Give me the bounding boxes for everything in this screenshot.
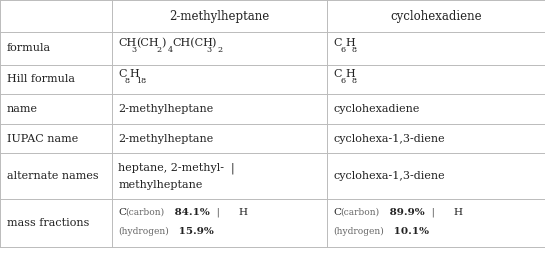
Text: 2: 2	[156, 46, 161, 54]
Text: 18: 18	[136, 77, 147, 85]
Text: ): )	[211, 38, 215, 48]
Text: 15.9%: 15.9%	[175, 227, 214, 236]
Text: (CH: (CH	[136, 38, 159, 48]
Text: H: H	[238, 208, 247, 216]
Text: CH: CH	[118, 38, 136, 48]
Text: 10.1%: 10.1%	[390, 227, 429, 236]
Text: formula: formula	[7, 44, 51, 53]
Text: name: name	[7, 104, 38, 114]
Text: (carbon): (carbon)	[341, 208, 379, 216]
Text: ): )	[161, 38, 166, 48]
Text: cyclohexa-1,3-diene: cyclohexa-1,3-diene	[334, 134, 445, 144]
Text: C: C	[118, 208, 126, 216]
Text: C: C	[334, 38, 342, 48]
Text: H: H	[130, 69, 140, 79]
Text: |: |	[425, 207, 442, 217]
Text: (carbon): (carbon)	[125, 208, 164, 216]
Text: 8: 8	[125, 77, 130, 85]
Text: H: H	[345, 69, 355, 79]
Text: 3: 3	[131, 46, 137, 54]
Text: cyclohexadiene: cyclohexadiene	[334, 104, 420, 114]
Text: 8: 8	[352, 46, 357, 54]
Text: C: C	[118, 69, 127, 79]
Text: CH(CH: CH(CH	[173, 38, 214, 48]
Text: mass fractions: mass fractions	[7, 218, 89, 228]
Text: H: H	[453, 208, 462, 216]
Text: H: H	[345, 38, 355, 48]
Text: cyclohexadiene: cyclohexadiene	[390, 10, 482, 23]
Text: IUPAC name: IUPAC name	[7, 134, 78, 144]
Text: 2-methylheptane: 2-methylheptane	[169, 10, 269, 23]
Text: 8: 8	[352, 77, 357, 85]
Text: 2-methylheptane: 2-methylheptane	[118, 104, 214, 114]
Text: heptane, 2-methyl-  |: heptane, 2-methyl- |	[118, 162, 235, 174]
Text: alternate names: alternate names	[7, 171, 98, 181]
Text: C: C	[334, 208, 342, 216]
Text: (hydrogen): (hydrogen)	[334, 227, 384, 236]
Text: cyclohexa-1,3-diene: cyclohexa-1,3-diene	[334, 171, 445, 181]
Text: |: |	[210, 207, 227, 217]
Text: methylheptane: methylheptane	[118, 180, 203, 190]
Text: Hill formula: Hill formula	[7, 75, 75, 84]
Text: 3: 3	[206, 46, 211, 54]
Text: 89.9%: 89.9%	[386, 208, 425, 216]
Text: 2-methylheptane: 2-methylheptane	[118, 134, 214, 144]
Text: (hydrogen): (hydrogen)	[118, 227, 169, 236]
Text: 4: 4	[168, 46, 173, 54]
Text: 6: 6	[340, 46, 346, 54]
Text: 6: 6	[340, 77, 346, 85]
Text: C: C	[334, 69, 342, 79]
Text: 2: 2	[217, 46, 223, 54]
Text: 84.1%: 84.1%	[171, 208, 209, 216]
